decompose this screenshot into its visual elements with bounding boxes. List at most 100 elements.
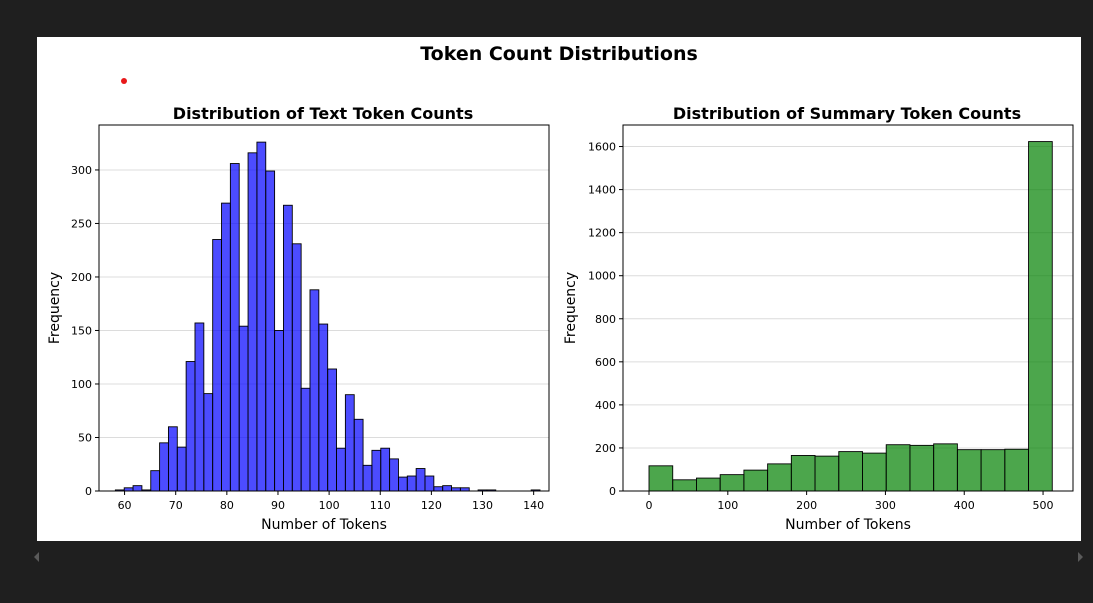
chart2-bar (909, 444, 935, 492)
chart1-bar (389, 458, 399, 492)
chart2-xtick-label: 500 (1033, 499, 1054, 512)
chart2-bar (956, 449, 982, 492)
chart1-bar (167, 426, 178, 492)
chart2-bar (790, 455, 816, 492)
chart1-bar (212, 239, 222, 492)
chart1-bar (362, 464, 373, 492)
chart1-xtick-label: 120 (421, 499, 442, 512)
chart1-bar (371, 449, 382, 492)
chart2-bar (719, 474, 745, 492)
chart1-bar (398, 476, 408, 492)
chart1-bar (291, 243, 302, 492)
chart1-bar (433, 486, 444, 492)
figure-svg: Token Count Distributions Distribution o… (47, 43, 1074, 533)
chart2-title: Distribution of Summary Token Counts (673, 104, 1021, 123)
chart2-bar (814, 455, 840, 492)
chart1-ytick-label: 0 (85, 485, 92, 498)
chart2-xlabel: Number of Tokens (785, 517, 911, 533)
chart2-ytick-label: 1400 (588, 184, 616, 197)
chart2-bar (885, 444, 911, 492)
summary-token-chart: Distribution of Summary Token Counts 0 20… (563, 104, 1074, 533)
chart1-bars (114, 141, 541, 492)
chart1-bar (256, 141, 267, 492)
chart1-ytick-label: 300 (71, 164, 92, 177)
chart1-plot-frame (98, 124, 550, 492)
chart1-xlabel: Number of Tokens (261, 517, 387, 533)
chart1-ytick-label: 250 (71, 217, 92, 230)
chart2-ytick-label: 400 (595, 399, 616, 412)
chart2-ytick-label: 200 (595, 442, 616, 455)
chart1-bar (318, 323, 329, 492)
chart1-ylabel: Frequency (47, 272, 63, 344)
chart1-xtick-label: 90 (271, 499, 285, 512)
chart2-bar (1028, 141, 1053, 492)
chart2-bar (648, 465, 674, 492)
chart1-ticks: 0 50 100 150 200 250 300 60 70 80 90 100 110 120 130 14… (71, 164, 544, 512)
scroll-left-arrow-icon[interactable] (34, 552, 39, 562)
chart2-ytick-label: 600 (595, 356, 616, 369)
chart2-bar (696, 477, 721, 492)
chart1-xtick-label: 80 (220, 499, 234, 512)
chart1-bar (229, 163, 240, 492)
chart1-xtick-label: 60 (118, 499, 132, 512)
chart2-xtick-label: 100 (717, 499, 738, 512)
chart1-bar (336, 447, 346, 492)
chart1-ytick-label: 50 (78, 431, 92, 444)
scroll-right-arrow-icon[interactable] (1078, 552, 1083, 562)
chart1-bar (159, 442, 169, 492)
chart1-xtick-label: 70 (169, 499, 183, 512)
chart2-xtick-label: 400 (954, 499, 975, 512)
chart1-bar (344, 394, 355, 492)
chart2-xtick-label: 300 (875, 499, 896, 512)
chart2-bar (838, 451, 863, 492)
chart1-bar (238, 325, 249, 492)
chart2-plot-frame (622, 124, 1074, 492)
chart2-bar (933, 443, 958, 492)
chart1-bar (282, 204, 293, 492)
chart1-xtick-label: 140 (523, 499, 544, 512)
chart1-bar (194, 322, 205, 492)
chart2-bar (862, 452, 887, 492)
chart2-grid (623, 146, 1073, 492)
chart1-xtick-label: 100 (319, 499, 340, 512)
chart1-bar (300, 387, 311, 492)
chart1-bar (221, 202, 231, 492)
chart2-bars (648, 141, 1053, 492)
chart1-bar (327, 368, 337, 492)
chart2-ytick-label: 1000 (588, 270, 616, 283)
chart1-bar (185, 361, 196, 492)
chart1-ytick-label: 150 (71, 324, 92, 337)
chart2-bar (980, 449, 1006, 492)
chart1-xtick-label: 130 (472, 499, 493, 512)
chart2-ytick-label: 0 (609, 485, 616, 498)
chart2-bar (767, 463, 792, 492)
chart1-bar (274, 330, 284, 492)
chart1-bar (353, 418, 364, 492)
chart2-ylabel: Frequency (563, 272, 579, 344)
chart1-xtick-label: 110 (370, 499, 391, 512)
figure-canvas: Token Count Distributions Distribution o… (37, 37, 1081, 541)
chart1-bar (406, 475, 417, 492)
chart2-ytick-label: 1200 (588, 227, 616, 240)
chart1-ytick-label: 200 (71, 271, 92, 284)
chart2-ytick-label: 1600 (588, 141, 616, 154)
chart2-ytick-label: 800 (595, 313, 616, 326)
chart2-xtick-label: 200 (796, 499, 817, 512)
text-token-chart: Distribution of Text Token Counts 0 50 100… (47, 104, 550, 533)
chart2-bar (1004, 448, 1030, 492)
chart1-bar (424, 475, 435, 492)
chart2-xtick-label: 0 (646, 499, 653, 512)
chart1-bar (132, 485, 143, 492)
chart1-bar (203, 393, 214, 492)
figure-suptitle: Token Count Distributions (420, 43, 698, 65)
chart1-bar (442, 485, 452, 492)
chart2-bar (743, 469, 769, 492)
chart1-bar (150, 470, 161, 492)
chart1-ytick-label: 100 (71, 378, 92, 391)
chart2-bar (672, 479, 697, 492)
chart1-bar (380, 447, 391, 492)
chart1-bar (176, 446, 187, 492)
chart1-bar (265, 170, 276, 492)
chart1-title: Distribution of Text Token Counts (173, 104, 473, 123)
chart1-bar (247, 152, 258, 492)
